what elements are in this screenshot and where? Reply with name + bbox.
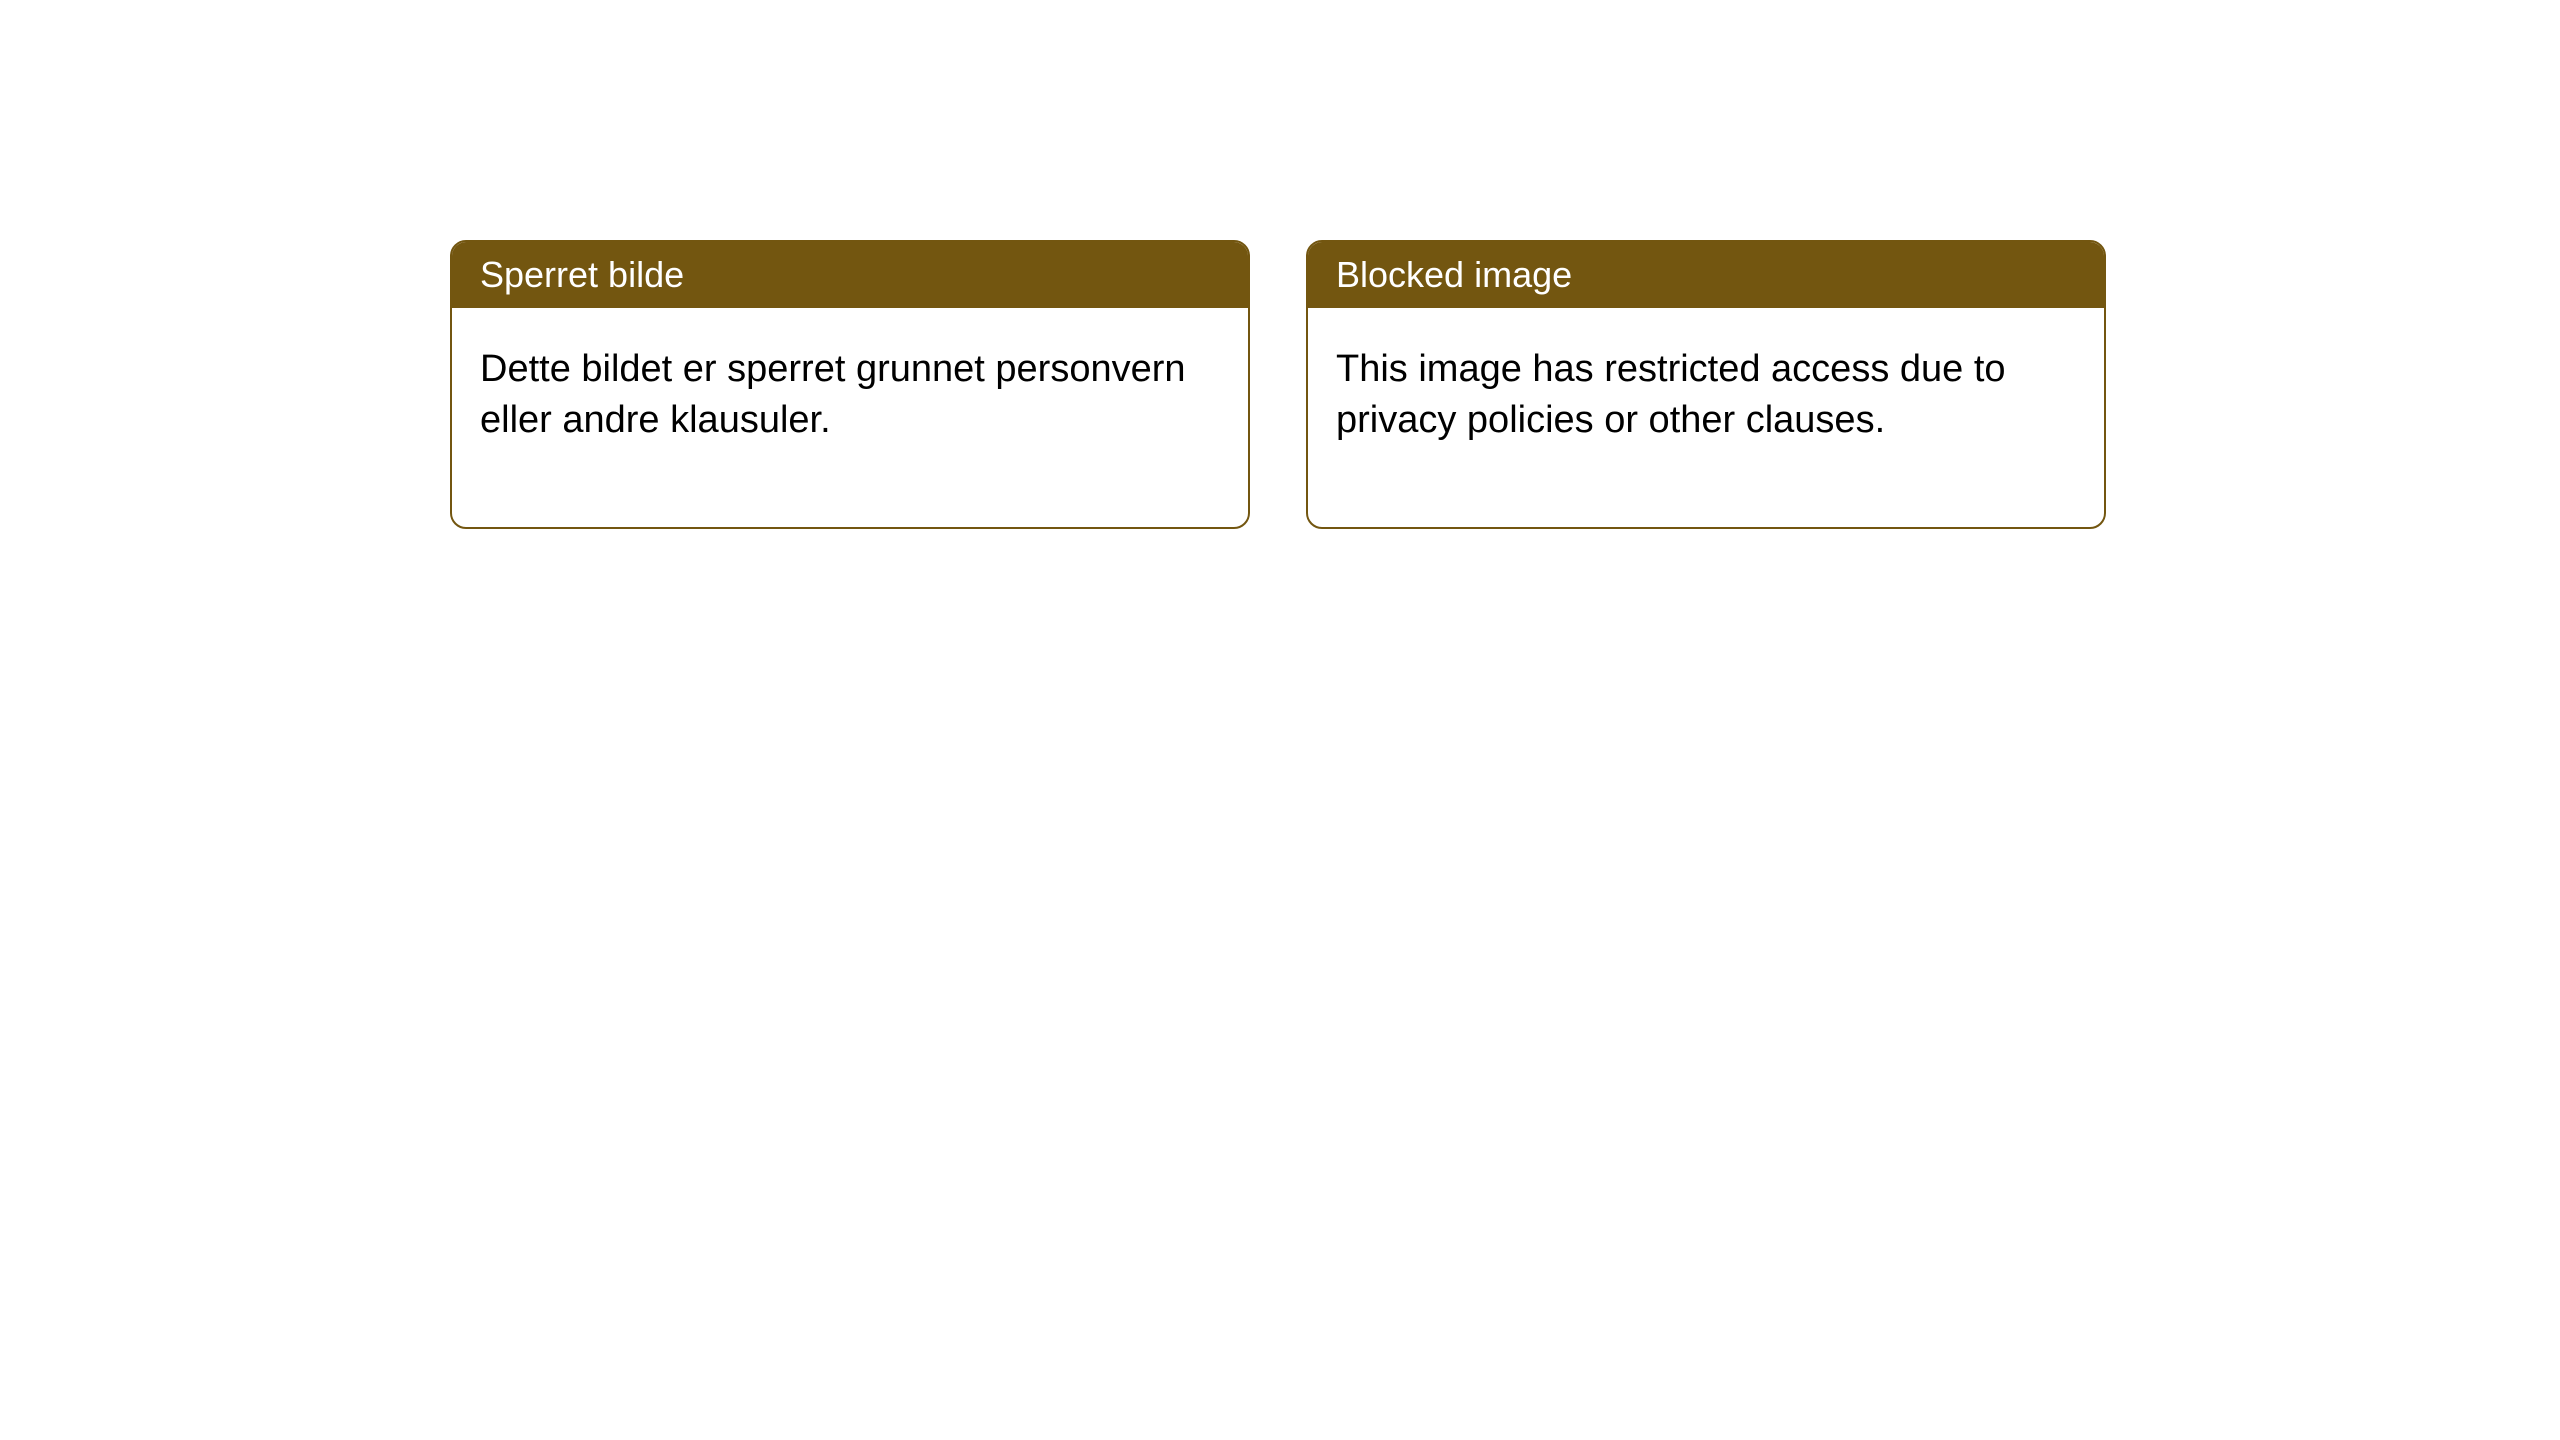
notice-card-header: Blocked image bbox=[1308, 242, 2104, 308]
notice-cards-container: Sperret bilde Dette bildet er sperret gr… bbox=[0, 0, 2560, 529]
notice-card-norwegian: Sperret bilde Dette bildet er sperret gr… bbox=[450, 240, 1250, 529]
notice-card-header: Sperret bilde bbox=[452, 242, 1248, 308]
notice-card-body: Dette bildet er sperret grunnet personve… bbox=[452, 308, 1248, 527]
notice-card-english: Blocked image This image has restricted … bbox=[1306, 240, 2106, 529]
notice-card-body: This image has restricted access due to … bbox=[1308, 308, 2104, 527]
